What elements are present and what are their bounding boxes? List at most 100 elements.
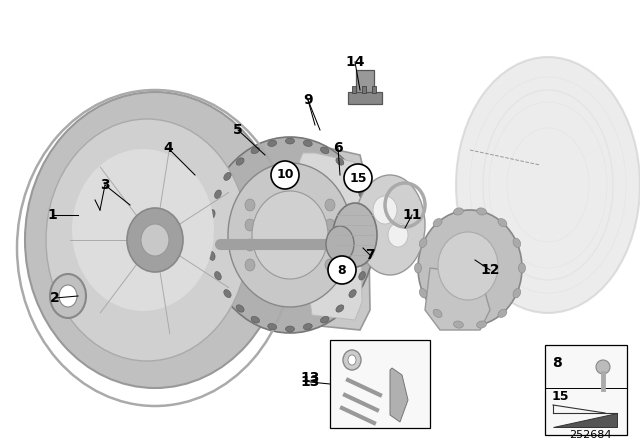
Bar [545,345,627,435]
Text: 15: 15 [552,390,570,403]
Ellipse shape [359,190,365,198]
Text: 10: 10 [276,168,294,181]
Ellipse shape [305,259,315,271]
Ellipse shape [59,285,77,307]
Ellipse shape [265,239,275,251]
Text: 15: 15 [349,172,367,185]
Ellipse shape [285,239,295,251]
Ellipse shape [336,158,344,165]
Bar [362,86,366,93]
Polygon shape [290,145,370,330]
Ellipse shape [415,263,422,273]
Ellipse shape [325,239,335,251]
Text: 8: 8 [338,263,346,276]
Text: 13: 13 [300,371,320,385]
Ellipse shape [419,238,427,248]
Polygon shape [425,268,490,330]
Ellipse shape [305,199,315,211]
Ellipse shape [596,360,610,374]
Ellipse shape [355,175,425,275]
Ellipse shape [285,259,295,271]
Polygon shape [553,413,617,427]
Ellipse shape [265,259,275,271]
Ellipse shape [268,140,276,146]
Ellipse shape [325,259,335,271]
Bar [352,86,356,93]
Ellipse shape [228,163,352,307]
Ellipse shape [252,191,328,279]
Text: 4: 4 [163,141,173,155]
Ellipse shape [224,172,231,181]
Ellipse shape [285,219,295,231]
Bar [356,70,374,95]
Ellipse shape [513,289,521,298]
Ellipse shape [477,208,486,215]
Ellipse shape [388,223,408,247]
Ellipse shape [305,219,315,231]
Ellipse shape [333,203,377,267]
Ellipse shape [513,238,521,248]
Ellipse shape [245,199,255,211]
Polygon shape [297,153,362,320]
Text: 9: 9 [303,93,313,107]
Ellipse shape [349,172,356,181]
Ellipse shape [305,239,315,251]
Circle shape [344,164,372,192]
Text: 11: 11 [403,208,422,222]
Ellipse shape [326,226,354,262]
Ellipse shape [25,92,285,388]
Ellipse shape [321,316,329,323]
Text: 7: 7 [365,248,375,262]
Ellipse shape [214,190,221,198]
Ellipse shape [498,219,507,227]
Text: 6: 6 [333,141,343,155]
Ellipse shape [483,90,613,280]
Text: 13: 13 [300,375,320,389]
Ellipse shape [359,271,365,280]
Text: 3: 3 [100,178,110,192]
Bar [348,92,382,104]
Ellipse shape [365,210,371,219]
Text: 5: 5 [233,123,243,137]
Ellipse shape [367,231,373,240]
Ellipse shape [251,147,260,154]
Ellipse shape [141,224,169,256]
Ellipse shape [265,219,275,231]
Ellipse shape [50,274,86,318]
Ellipse shape [518,263,525,273]
Ellipse shape [268,323,276,330]
Bar [330,340,430,428]
Ellipse shape [303,323,312,330]
Ellipse shape [245,239,255,251]
Ellipse shape [343,350,361,370]
Ellipse shape [245,219,255,231]
Ellipse shape [205,137,375,333]
Circle shape [328,256,356,284]
Text: 2: 2 [50,291,60,305]
Ellipse shape [236,305,244,312]
Ellipse shape [46,119,248,361]
Bar [372,86,376,93]
Text: 8: 8 [552,356,562,370]
Ellipse shape [285,199,295,211]
Ellipse shape [365,251,371,260]
Ellipse shape [325,199,335,211]
Ellipse shape [207,231,213,240]
Ellipse shape [265,199,275,211]
Ellipse shape [321,147,329,154]
Ellipse shape [373,196,397,224]
Ellipse shape [456,57,640,313]
Ellipse shape [209,251,215,260]
Text: 252684: 252684 [569,430,611,440]
Ellipse shape [498,309,507,318]
Text: 14: 14 [345,55,365,69]
Ellipse shape [214,271,221,280]
Ellipse shape [245,259,255,271]
Ellipse shape [325,219,335,231]
Ellipse shape [438,232,498,300]
Ellipse shape [127,208,183,272]
Ellipse shape [209,210,215,219]
Ellipse shape [72,149,214,311]
Ellipse shape [477,321,486,328]
Ellipse shape [336,305,344,312]
